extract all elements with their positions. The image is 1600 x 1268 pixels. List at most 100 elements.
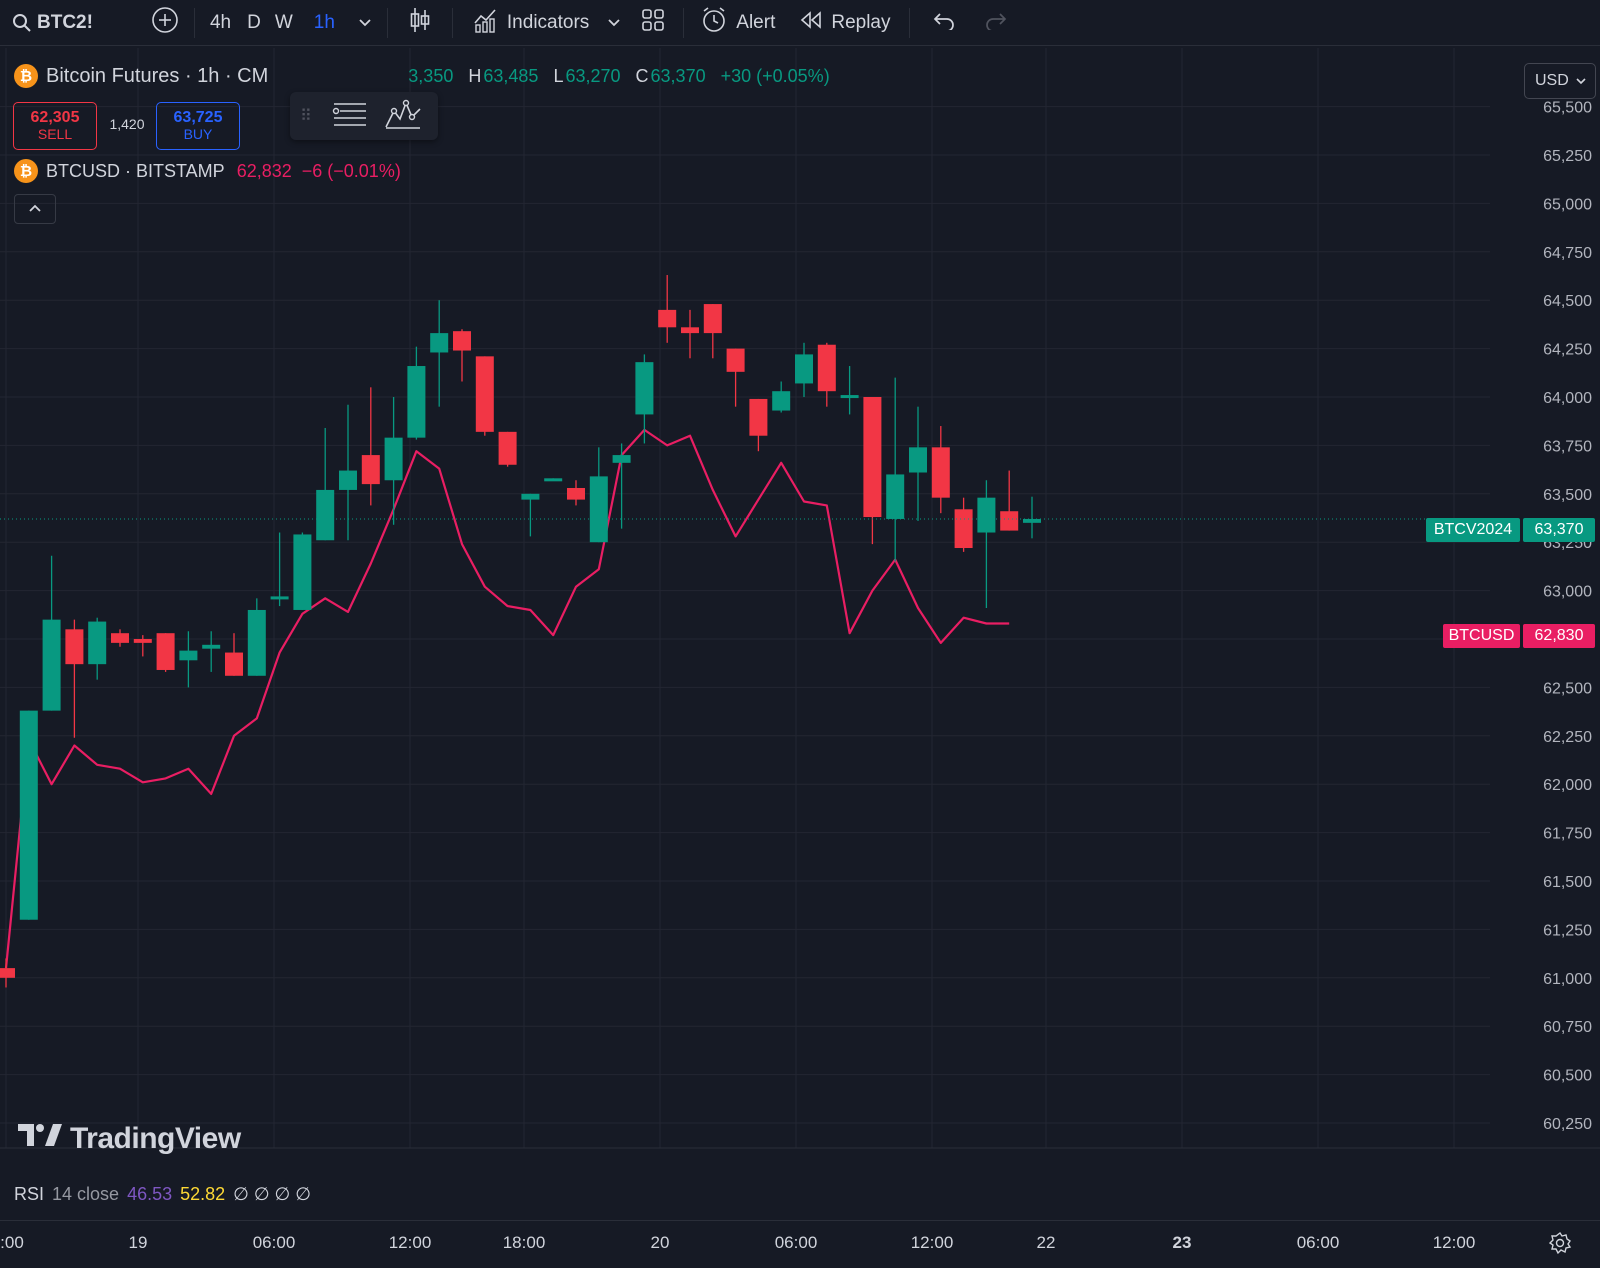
symbol-search[interactable]: BTC2! (0, 0, 102, 46)
time-axis[interactable]: :00 19 06:00 12:00 18:00 20 06:00 12:00 22 23 06:0… (0, 1220, 1600, 1268)
chevron-down-icon (358, 12, 372, 34)
chart-type-button[interactable] (394, 0, 446, 46)
candle-body (316, 489, 335, 541)
rsi-params: 14 close (52, 1184, 120, 1204)
price-chart-canvas[interactable]: 65,500 65,250 65,000 64,750 64,500 64,250 64,0… (0, 48, 1600, 1220)
main-series-title: Bitcoin Futures · 1h · CM (46, 64, 269, 87)
price-axis-label: 64,500 (1543, 293, 1592, 310)
candle-body (19, 710, 38, 920)
interval-1h[interactable]: 1h (313, 11, 335, 33)
pattern-tool-icon[interactable] (384, 97, 422, 136)
candle-body (681, 327, 699, 334)
candle-body (977, 497, 996, 533)
time-axis-label: 22 (1036, 1233, 1056, 1252)
price-axis-label: 61,750 (1543, 826, 1592, 843)
candle-body (931, 447, 950, 498)
interval-d[interactable]: D (247, 11, 261, 33)
time-axis-label: :00 (0, 1233, 24, 1252)
indicators-label: Indicators (506, 11, 590, 33)
candle-body (840, 395, 859, 399)
toolbar-divider (908, 7, 910, 38)
tradingview-logo[interactable]: TradingView (18, 1122, 241, 1156)
redo-button[interactable] (972, 0, 1020, 46)
plus-circle-icon (151, 6, 179, 40)
sell-button[interactable]: 62,305 SELL (13, 102, 97, 150)
high-value: 63,485 (483, 65, 539, 86)
candle-body (954, 509, 973, 549)
candle-body (521, 493, 540, 500)
candle-body (658, 309, 677, 328)
close-key: C (635, 65, 649, 86)
floating-tools-panel[interactable]: ⠿ (290, 92, 438, 140)
candle-body (293, 534, 312, 610)
collapse-legend-button[interactable] (14, 194, 56, 224)
price-axis-label: 60,250 (1543, 1116, 1592, 1133)
currency-selector[interactable]: USD (1524, 63, 1596, 99)
time-axis-label: 18:00 (502, 1233, 546, 1252)
price-axis-label: 61,250 (1543, 922, 1592, 939)
price-axis-label: 60,750 (1543, 1019, 1592, 1036)
price-axis-label: 61,000 (1543, 971, 1592, 988)
indicators-icon (473, 7, 499, 39)
sell-label: SELL (37, 126, 73, 143)
tradingview-logo-icon (18, 1122, 62, 1156)
compare-value: 62,832 (236, 160, 292, 181)
chart-pane[interactable]: 65,500 65,250 65,000 64,750 64,500 64,250 64,0… (0, 48, 1600, 1220)
redo-icon (984, 10, 1008, 36)
indicators-button[interactable]: Indicators (459, 0, 599, 46)
rsi-legend[interactable]: RSI 14 close 46.53 52.82 ∅ ∅ ∅ ∅ (14, 1184, 319, 1205)
candle-body (567, 487, 585, 500)
candle-body (1000, 511, 1019, 531)
alert-label: Alert (736, 11, 776, 33)
price-axis-label: 65,500 (1543, 100, 1592, 117)
buy-button[interactable]: 63,725 BUY (156, 102, 240, 150)
candle-body (407, 366, 426, 438)
watermark-text: TradingView (70, 1122, 241, 1155)
time-axis-label: 12:00 (910, 1233, 954, 1252)
price-axis-label: 62,000 (1543, 777, 1592, 794)
search-icon (12, 13, 32, 33)
interval-w[interactable]: W (274, 11, 293, 33)
drag-handle-icon[interactable]: ⠿ (300, 108, 312, 125)
price-axis-label: 63,000 (1543, 584, 1592, 601)
candle-body (111, 633, 129, 643)
layouts-button[interactable] (629, 0, 677, 46)
alarm-clock-icon (700, 6, 728, 40)
indicators-dropdown-button[interactable] (599, 0, 629, 46)
time-axis-label: 19 (128, 1233, 148, 1252)
lines-menu-icon[interactable] (332, 99, 368, 134)
compare-series-price-tag: 62,830 (1523, 624, 1595, 648)
time-axis-label: 06:00 (252, 1233, 296, 1252)
toolbar-divider (193, 7, 195, 38)
main-series-name-tag: BTCV2024 (1426, 518, 1520, 542)
price-axis-label: 65,250 (1543, 148, 1592, 165)
toolbar-divider (683, 7, 685, 38)
buy-label: BUY (183, 126, 213, 143)
grid-layout-icon (641, 8, 665, 38)
chevron-down-icon (1575, 72, 1587, 90)
price-axis-label: 65,000 (1543, 196, 1592, 213)
compare-series-legend[interactable]: ₿ BTCUSD · BITSTAMP 62,832 −6 (−0.01%) (14, 159, 401, 183)
candle-body (65, 629, 84, 665)
alert-button[interactable]: Alert (690, 0, 787, 46)
main-series-legend[interactable]: ₿ Bitcoin Futures · 1h · CM 3,350 H 63,48… (14, 64, 830, 88)
candle-body (88, 621, 107, 665)
time-axis-label: 12:00 (1432, 1233, 1476, 1252)
time-axis-label: 06:00 (774, 1233, 818, 1252)
interval-dropdown-button[interactable] (349, 0, 381, 46)
replay-button[interactable]: Replay (787, 0, 902, 46)
interval-4h[interactable]: 4h (209, 11, 232, 33)
candle-body (544, 478, 563, 482)
price-axis-label: 61,500 (1543, 874, 1592, 891)
change-value: +30 (+0.05%) (720, 65, 830, 86)
compare-change: −6 (−0.01%) (301, 160, 401, 181)
high-key: H (468, 65, 482, 86)
bitcoin-icon: ₿ (14, 159, 38, 183)
candle-body (589, 476, 608, 543)
undo-button[interactable] (916, 0, 972, 46)
candle-body (384, 437, 403, 481)
close-value: 63,370 (650, 65, 706, 86)
chart-settings-button[interactable] (1548, 1231, 1572, 1260)
compare-symbol-button[interactable] (142, 0, 188, 46)
time-axis-label: 06:00 (1296, 1233, 1340, 1252)
